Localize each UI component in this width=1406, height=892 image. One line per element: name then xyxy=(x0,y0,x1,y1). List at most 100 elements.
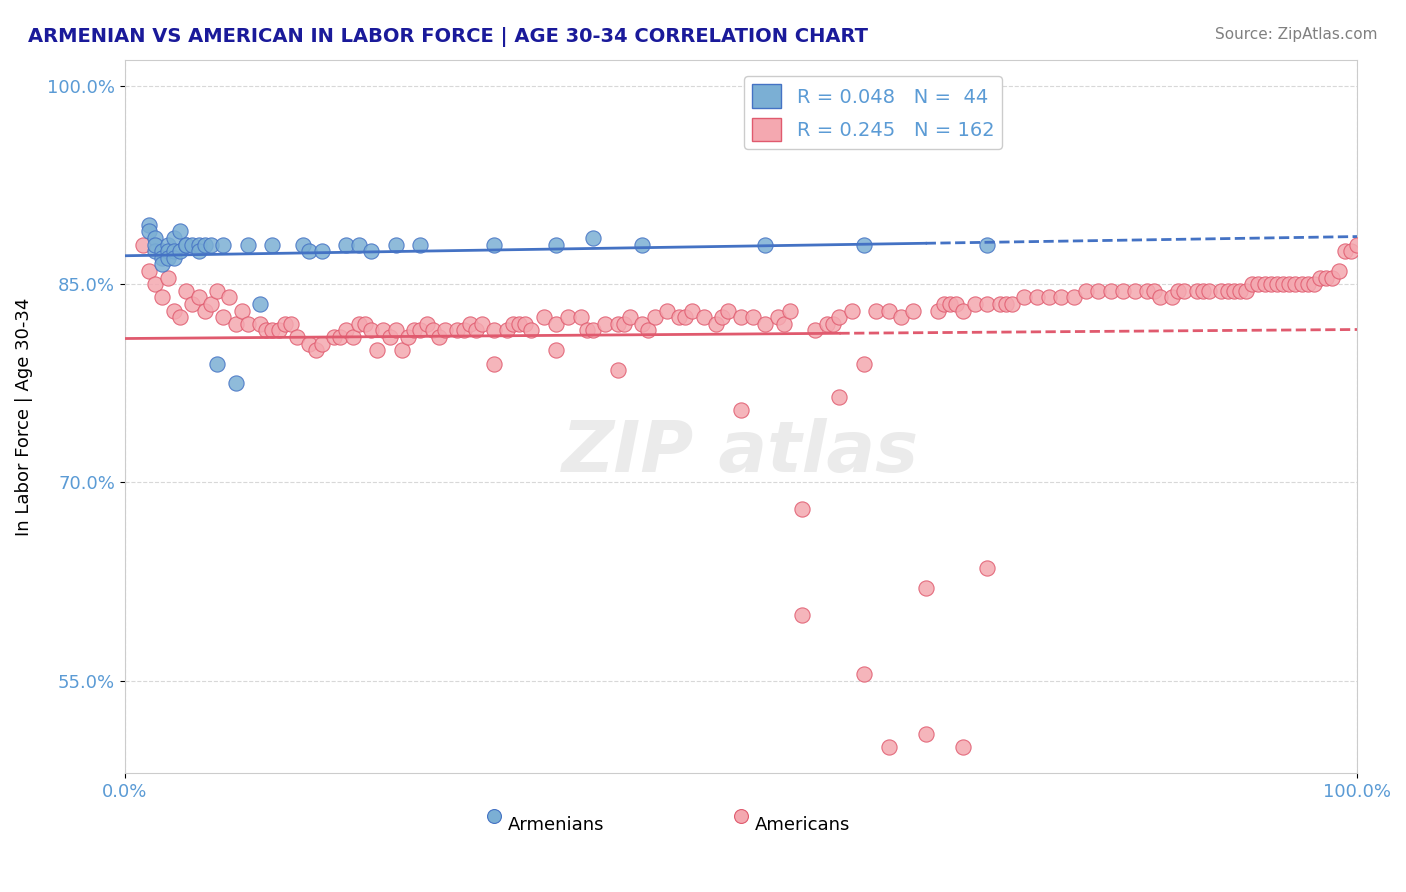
Point xyxy=(976,561,998,575)
Point xyxy=(150,244,173,259)
Point xyxy=(366,343,388,358)
Point xyxy=(673,310,696,325)
Point xyxy=(218,290,240,304)
Point xyxy=(156,237,179,252)
Point xyxy=(163,244,186,259)
Point xyxy=(1247,277,1270,292)
Point xyxy=(544,317,567,331)
Point xyxy=(865,303,887,318)
Point xyxy=(1315,270,1337,285)
Point xyxy=(655,303,678,318)
Point xyxy=(187,237,209,252)
Point xyxy=(976,297,998,311)
Point xyxy=(1241,277,1264,292)
Point xyxy=(1229,284,1251,298)
Point xyxy=(1322,270,1344,285)
Point xyxy=(181,237,204,252)
Point xyxy=(298,336,321,351)
Point xyxy=(249,297,271,311)
Point xyxy=(163,251,186,265)
Point xyxy=(613,317,636,331)
Point xyxy=(187,290,209,304)
Point xyxy=(156,270,179,285)
Point xyxy=(254,324,277,338)
Point xyxy=(236,317,259,331)
Point xyxy=(1260,277,1282,292)
Point xyxy=(169,310,191,325)
Point xyxy=(976,237,998,252)
Point xyxy=(853,357,876,371)
Point xyxy=(730,402,752,417)
Point xyxy=(704,317,727,331)
Point xyxy=(409,237,432,252)
Point xyxy=(1272,277,1295,292)
Point xyxy=(1333,244,1355,259)
Point xyxy=(360,244,382,259)
Point xyxy=(1192,284,1215,298)
Point xyxy=(138,264,160,278)
Point xyxy=(815,317,838,331)
Point xyxy=(409,324,432,338)
Point xyxy=(150,257,173,271)
Point xyxy=(354,317,377,331)
Point xyxy=(384,324,406,338)
Point xyxy=(963,297,986,311)
Point xyxy=(1074,284,1097,298)
Point xyxy=(914,581,936,595)
Text: Americans: Americans xyxy=(755,816,851,834)
Point xyxy=(1112,284,1135,298)
Point xyxy=(391,343,413,358)
Point xyxy=(952,303,974,318)
Point xyxy=(1198,284,1220,298)
Legend: R = 0.048   N =  44, R = 0.245   N = 162: R = 0.048 N = 44, R = 0.245 N = 162 xyxy=(744,77,1002,149)
Point xyxy=(200,237,222,252)
Point xyxy=(145,231,167,245)
Point xyxy=(593,317,616,331)
Point xyxy=(347,317,370,331)
Point xyxy=(231,303,253,318)
Point xyxy=(378,330,401,344)
Point xyxy=(138,224,160,238)
Point xyxy=(1050,290,1073,304)
Point xyxy=(335,237,357,252)
Point xyxy=(914,726,936,740)
Point xyxy=(754,317,776,331)
Point xyxy=(1136,284,1159,298)
Point xyxy=(1012,290,1035,304)
Point xyxy=(939,297,962,311)
Point xyxy=(360,324,382,338)
Point xyxy=(890,310,912,325)
Point xyxy=(495,324,517,338)
Point xyxy=(212,310,235,325)
Point xyxy=(582,231,605,245)
Point xyxy=(934,297,956,311)
Point xyxy=(150,251,173,265)
Point xyxy=(717,303,740,318)
Point xyxy=(174,237,197,252)
Point xyxy=(1173,284,1195,298)
Point xyxy=(446,324,468,338)
Point xyxy=(877,303,900,318)
Point xyxy=(742,310,765,325)
Point xyxy=(1278,277,1301,292)
Point xyxy=(145,237,167,252)
Point xyxy=(994,297,1017,311)
Point xyxy=(520,324,543,338)
Point xyxy=(631,237,654,252)
Point xyxy=(828,310,851,325)
Point xyxy=(544,237,567,252)
Point xyxy=(145,277,167,292)
Point xyxy=(1302,277,1324,292)
Point xyxy=(138,218,160,232)
Point xyxy=(1309,270,1331,285)
Point xyxy=(631,317,654,331)
Point xyxy=(754,237,776,252)
Point xyxy=(249,317,271,331)
Point xyxy=(877,739,900,754)
Point xyxy=(1149,290,1171,304)
Point xyxy=(373,324,395,338)
Point xyxy=(1222,284,1244,298)
Point xyxy=(569,310,592,325)
Point xyxy=(575,324,598,338)
Point xyxy=(434,324,457,338)
